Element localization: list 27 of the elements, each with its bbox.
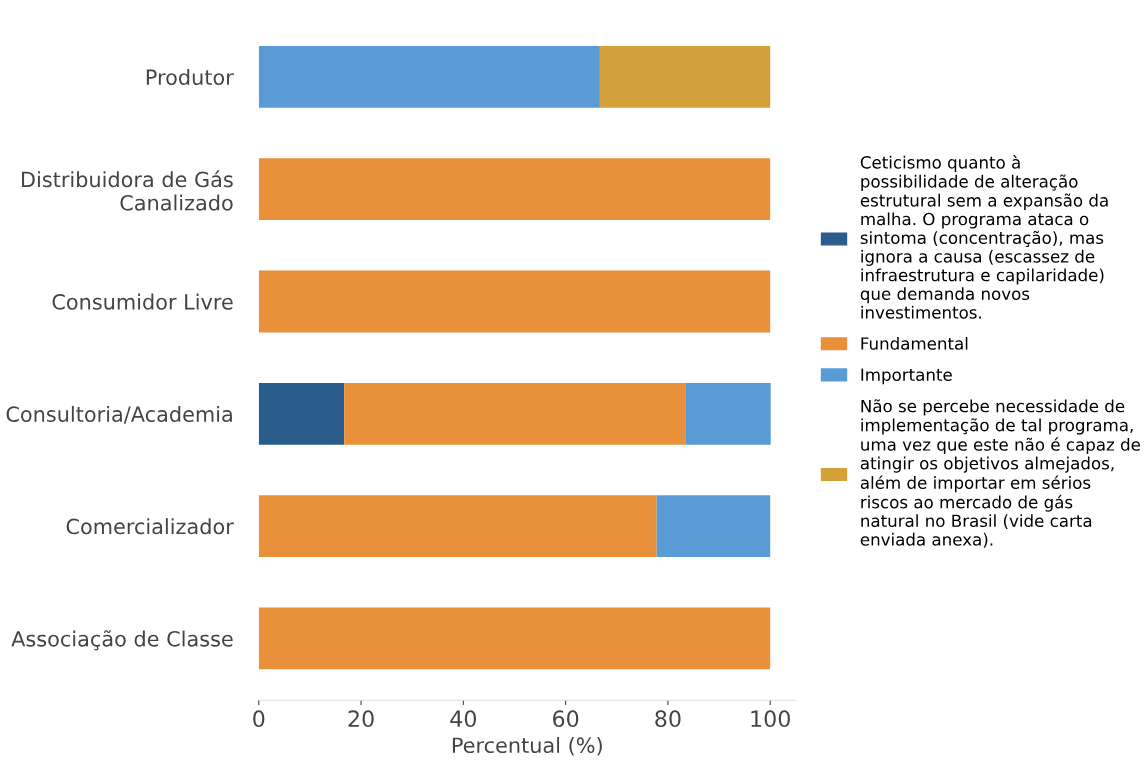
bar bbox=[258, 158, 771, 221]
x-axis-title: Percentual (%) bbox=[452, 736, 602, 756]
legend-label: Não se percebe necessidade de implementação de tal programa, uma vez que este não é capaz de atingir os objetivos almejados, além de importar em sérios riscos ao mercado de gás natural no Brasil (vide carta enviada anexa). bbox=[860, 399, 1141, 548]
x-tick-label: 80 bbox=[655, 710, 681, 728]
x-tick-label: 0 bbox=[253, 710, 265, 728]
x-tick-label: 100 bbox=[751, 710, 790, 728]
legend-label: Importante bbox=[861, 368, 952, 385]
y-tick-label: Consumidor Livre bbox=[52, 293, 233, 310]
bar bbox=[685, 382, 771, 445]
legend-label: Fundamental bbox=[861, 336, 968, 350]
y-tick-label: Associação de Classe bbox=[11, 630, 233, 651]
y-tick-label: Produtor bbox=[146, 68, 234, 86]
bar bbox=[258, 382, 345, 445]
y-tick-label: Comercializador bbox=[66, 518, 234, 535]
bar bbox=[258, 607, 771, 670]
bar bbox=[258, 270, 771, 333]
y-tick-label: Consultoria/Academia bbox=[6, 405, 232, 424]
bar bbox=[656, 495, 771, 558]
bar bbox=[258, 46, 600, 108]
x-tick-label: 40 bbox=[450, 710, 477, 728]
bar bbox=[599, 46, 771, 108]
text: Ceticismo quanto à possibilidade de alteração estrutural sem a expansão da malha. O programa ataca o sintoma (concentração), mas ignora a causa (escassez de infraestrutura e capilaridade) que demanda novos investimentos. bbox=[860, 155, 1108, 319]
x-tick-label: 20 bbox=[348, 710, 374, 728]
x-tick-label: 60 bbox=[553, 710, 579, 728]
bar bbox=[258, 495, 657, 558]
bar bbox=[344, 382, 686, 445]
y-tick-label: Distribuidora de Gás Canalizado bbox=[22, 170, 233, 211]
